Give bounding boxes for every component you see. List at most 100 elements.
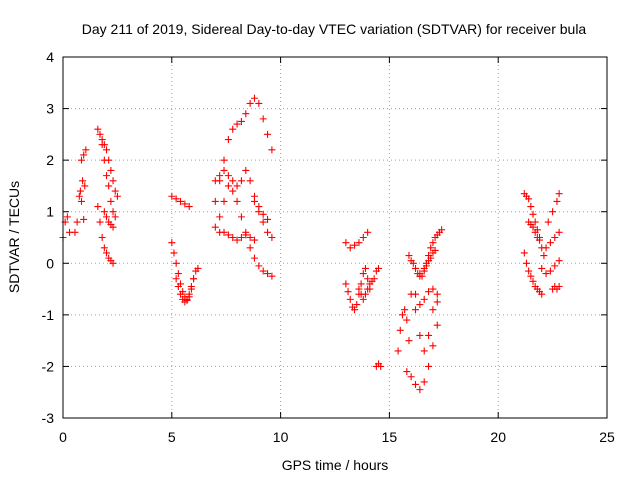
data-point xyxy=(416,331,424,339)
data-point xyxy=(71,228,79,236)
data-point xyxy=(555,228,563,236)
data-point xyxy=(370,275,378,283)
data-point xyxy=(420,347,428,355)
data-point xyxy=(527,203,535,211)
data-point xyxy=(422,262,430,270)
data-point xyxy=(529,277,537,285)
y-tick-label: -2 xyxy=(42,358,55,374)
data-point xyxy=(538,264,546,272)
data-point xyxy=(172,195,180,203)
data-point xyxy=(412,264,420,272)
series-arc-1a xyxy=(59,213,74,241)
data-point xyxy=(525,195,533,203)
data-point xyxy=(394,347,402,355)
data-point xyxy=(364,285,372,293)
data-point xyxy=(342,239,350,247)
y-tick-label: -3 xyxy=(42,410,55,426)
data-point xyxy=(551,262,559,270)
data-point xyxy=(433,290,441,298)
data-point xyxy=(77,156,85,164)
series-arc-1d xyxy=(77,146,90,164)
data-point xyxy=(216,172,224,180)
data-point xyxy=(98,136,106,144)
data-point xyxy=(427,244,435,252)
series-arc-4b xyxy=(211,166,272,223)
data-point xyxy=(76,187,84,195)
data-point xyxy=(407,373,415,381)
data-point xyxy=(344,288,352,296)
series-arc-7b xyxy=(520,249,546,298)
data-point xyxy=(255,262,263,270)
series-arc-6d xyxy=(412,285,441,309)
data-point xyxy=(233,120,241,128)
data-point xyxy=(233,182,241,190)
series-arc-4a xyxy=(211,94,276,205)
data-point xyxy=(100,208,108,216)
data-point xyxy=(172,275,180,283)
data-point xyxy=(431,246,439,254)
data-point xyxy=(168,192,176,200)
x-tick-label: 20 xyxy=(490,429,506,445)
data-point xyxy=(429,306,437,314)
data-point xyxy=(250,254,258,262)
data-point xyxy=(429,285,437,293)
data-point xyxy=(181,200,189,208)
data-point xyxy=(242,166,250,174)
data-point xyxy=(425,288,433,296)
data-point xyxy=(342,280,350,288)
data-point xyxy=(224,136,232,144)
series-arc-7e xyxy=(542,228,563,252)
data-point xyxy=(420,295,428,303)
data-point xyxy=(172,259,180,267)
series-arc-3a xyxy=(168,192,193,211)
data-point xyxy=(429,239,437,247)
data-point xyxy=(94,203,102,211)
data-point xyxy=(246,99,254,107)
data-point xyxy=(220,228,228,236)
data-point xyxy=(237,234,245,241)
data-point xyxy=(220,166,228,174)
data-point xyxy=(174,282,182,290)
data-point xyxy=(553,197,561,205)
data-point xyxy=(520,249,528,257)
data-point xyxy=(105,156,113,164)
series-arc-4c xyxy=(211,182,276,280)
data-point xyxy=(425,362,433,370)
data-points xyxy=(59,94,563,394)
data-point xyxy=(109,177,117,185)
data-point xyxy=(346,295,354,303)
data-point xyxy=(416,301,424,309)
data-point xyxy=(401,306,409,314)
data-point xyxy=(264,228,272,236)
data-point xyxy=(268,272,276,280)
x-tick-label: 25 xyxy=(599,429,615,445)
data-point xyxy=(96,130,104,138)
data-point xyxy=(100,244,108,252)
data-point xyxy=(429,342,437,350)
series-arc-7f xyxy=(544,190,563,226)
data-point xyxy=(100,141,108,149)
data-point xyxy=(174,270,182,278)
y-tick-label: 3 xyxy=(46,101,54,117)
data-point xyxy=(96,218,104,226)
data-point xyxy=(211,223,219,231)
data-point xyxy=(75,192,83,200)
data-point xyxy=(259,115,267,123)
data-point xyxy=(412,306,420,314)
data-point xyxy=(246,244,254,252)
chart-title: Day 211 of 2019, Sidereal Day-to-day VTE… xyxy=(82,21,587,37)
data-point xyxy=(396,326,404,334)
data-point xyxy=(103,172,111,180)
data-point xyxy=(113,192,121,200)
data-point xyxy=(544,218,552,226)
data-point xyxy=(183,296,191,304)
data-point xyxy=(527,272,535,280)
series-arc-6g xyxy=(420,246,439,275)
data-point xyxy=(77,197,85,205)
data-point xyxy=(355,239,363,247)
x-tick-label: 10 xyxy=(273,429,289,445)
data-point xyxy=(268,146,276,154)
data-point xyxy=(403,368,411,376)
data-point xyxy=(412,290,420,298)
data-point xyxy=(546,239,554,247)
